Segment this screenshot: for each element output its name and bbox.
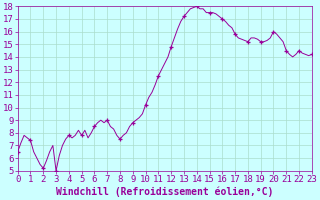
X-axis label: Windchill (Refroidissement éolien,°C): Windchill (Refroidissement éolien,°C) (56, 187, 274, 197)
